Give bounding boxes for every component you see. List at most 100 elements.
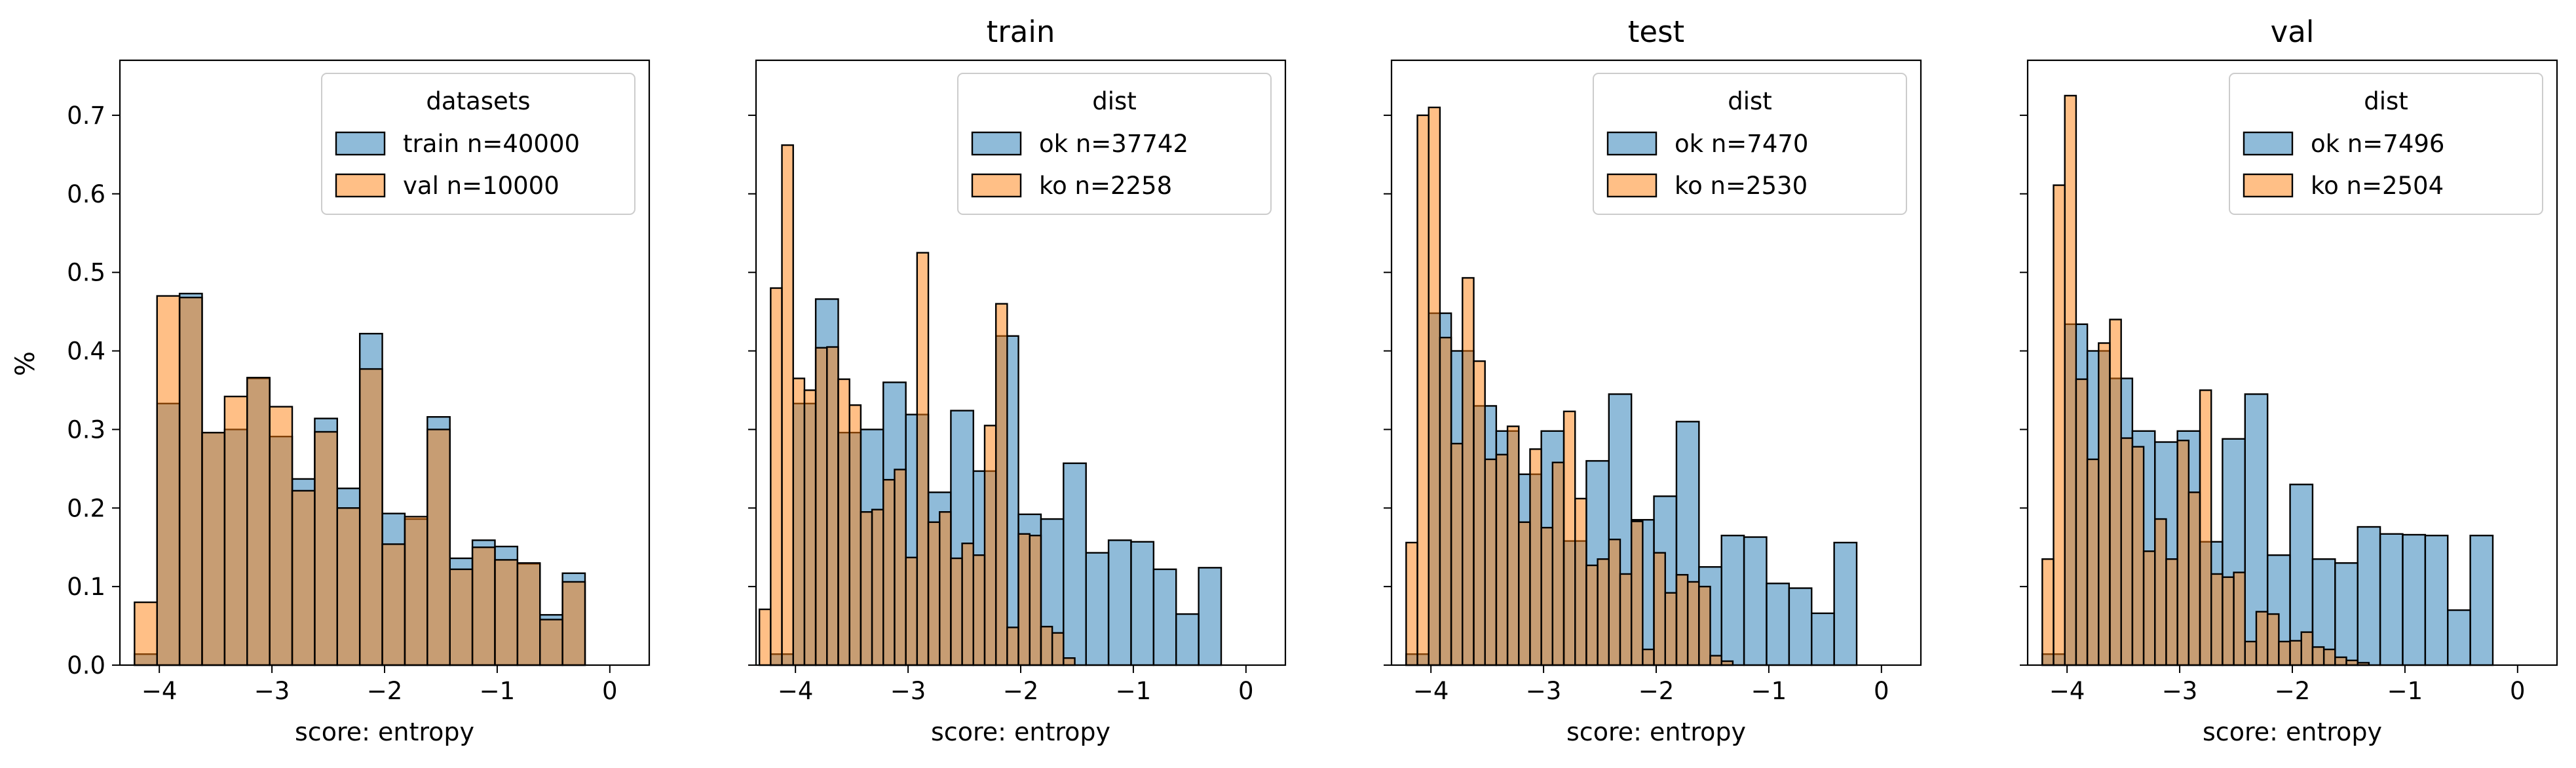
x-tick-label: −3 — [890, 677, 926, 705]
bar — [2334, 656, 2347, 666]
bar — [1833, 541, 1858, 666]
bar — [916, 252, 930, 666]
series-2 — [134, 295, 586, 666]
bar — [2154, 518, 2167, 666]
bar — [2210, 573, 2224, 666]
bar — [2142, 550, 2156, 666]
bar — [1040, 626, 1053, 666]
bar — [2041, 558, 2055, 666]
legend-label: ko n=2530 — [1675, 172, 1808, 200]
bar — [871, 509, 884, 666]
x-tick-label: 0 — [602, 677, 618, 705]
bar — [2098, 342, 2111, 666]
bar — [1063, 657, 1076, 666]
legend-title: dist — [1092, 87, 1137, 115]
legend-title: dist — [1728, 87, 1772, 115]
bar — [826, 346, 839, 666]
legend-swatch — [1606, 173, 1657, 198]
bar — [905, 556, 919, 666]
bar — [2289, 640, 2302, 666]
bar — [2064, 94, 2077, 666]
bar — [156, 295, 181, 666]
x-tick-label: −4 — [142, 677, 178, 705]
y-tick-label: 0.4 — [67, 337, 105, 366]
panel-3: −4 −3 −2 −1 0 score: entropy test dist ok n=7470… — [1384, 14, 1922, 746]
bar — [1686, 581, 1700, 666]
bar — [950, 557, 963, 666]
bar — [2244, 640, 2258, 666]
x-tick-label: −1 — [2387, 677, 2423, 705]
bar — [358, 368, 383, 666]
legend: dist ok n=7470 ko n=2530 — [1593, 73, 1907, 215]
y-tick-label: 0.3 — [67, 415, 105, 444]
bar — [2357, 526, 2381, 666]
bar — [2053, 184, 2066, 666]
y-axis-label: % — [10, 351, 41, 376]
bar — [972, 554, 986, 666]
bar — [1063, 462, 1087, 666]
bar — [2188, 491, 2201, 666]
bar — [2447, 609, 2471, 666]
bar — [2199, 389, 2212, 666]
bar — [1484, 458, 1498, 666]
bar — [2379, 533, 2404, 666]
bar — [1152, 568, 1177, 666]
panel-title: train — [987, 14, 1055, 49]
bar — [994, 303, 1008, 666]
panel-1: −4 −3 −2 −1 0 0.0 0.1 0.2 0.3 0.4 0.5 0.6 0.7 score: … — [67, 59, 651, 746]
bar — [426, 429, 451, 666]
bar — [2131, 446, 2145, 666]
bar — [1585, 564, 1599, 666]
bar — [178, 296, 203, 666]
bar — [1006, 626, 1019, 666]
bar — [1574, 497, 1587, 666]
bar — [837, 378, 850, 666]
bar — [1506, 425, 1520, 666]
bar — [336, 507, 361, 666]
bar — [1107, 539, 1132, 666]
legend-frame — [2229, 73, 2543, 215]
legend-frame — [321, 73, 635, 215]
y-tick-label: 0.7 — [67, 102, 105, 130]
bar — [1540, 527, 1554, 666]
legend-frame — [1593, 73, 1907, 215]
y-tick-label: 0.5 — [67, 259, 105, 287]
bar — [1720, 535, 1745, 666]
bar — [1675, 573, 1689, 666]
x-tick-label: −3 — [2162, 677, 2198, 705]
bar — [1743, 536, 1768, 666]
panel-2: −4 −3 −2 −1 0 score: entropy train dist ok n=377… — [748, 14, 1287, 746]
bar — [1198, 567, 1222, 666]
bar — [1518, 521, 1531, 666]
panel-title: val — [2271, 14, 2315, 49]
bar — [882, 478, 896, 666]
legend-title: dist — [2364, 87, 2408, 115]
bar — [961, 543, 974, 666]
legend-label: ok n=7470 — [1675, 130, 1808, 158]
x-tick-label: −3 — [254, 677, 290, 705]
bar — [2109, 318, 2122, 666]
bar — [291, 490, 316, 666]
bar — [1529, 448, 1542, 666]
legend-label: ko n=2504 — [2311, 172, 2444, 200]
bar — [894, 469, 907, 666]
legend-swatch — [2243, 131, 2294, 156]
legend-label: ko n=2258 — [1039, 172, 1172, 200]
bar — [2165, 558, 2178, 666]
bar — [927, 521, 941, 666]
bar — [770, 287, 783, 666]
bar — [814, 347, 828, 666]
x-axis-label: score: entropy — [295, 718, 474, 746]
bar — [314, 431, 338, 666]
bar — [1405, 541, 1418, 666]
legend-swatch — [2243, 173, 2294, 198]
bar — [1766, 583, 1790, 666]
x-tick-label: −1 — [1116, 677, 1152, 705]
bar — [1563, 410, 1576, 666]
bar — [269, 406, 294, 666]
bar — [201, 431, 226, 666]
bar — [1416, 114, 1430, 666]
bar — [1017, 533, 1031, 666]
x-tick-label: −3 — [1526, 677, 1562, 705]
bar — [1630, 520, 1644, 666]
